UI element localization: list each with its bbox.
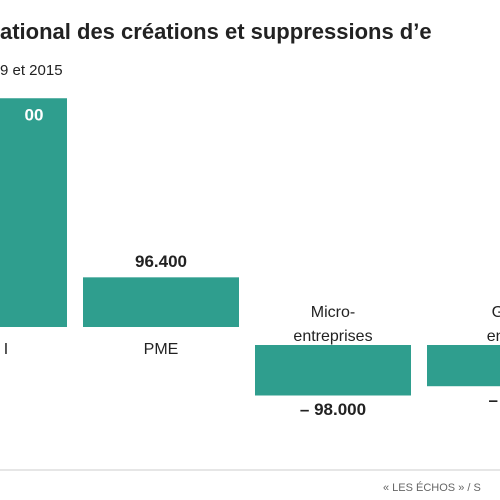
value-label: 96.400 xyxy=(135,252,187,271)
chart-title: ational des créations et suppressions d’… xyxy=(0,19,432,44)
bar xyxy=(427,345,500,387)
category-label: PME xyxy=(144,341,179,358)
source: « LES ÉCHOS » / S xyxy=(383,481,481,494)
value-label: – 80 xyxy=(488,391,500,410)
chart-subtitle: 9 et 2015 xyxy=(0,62,63,79)
category-label: I xyxy=(4,341,8,358)
bar xyxy=(0,98,67,328)
value-label: – 98.000 xyxy=(300,400,366,419)
bar xyxy=(255,345,411,396)
category-label: entre xyxy=(487,328,500,345)
bar xyxy=(83,277,239,327)
value-label: 00 xyxy=(25,106,44,125)
category-label: entreprises xyxy=(293,328,372,345)
category-label: Gra xyxy=(492,304,500,321)
category-label: Micro- xyxy=(311,304,355,321)
